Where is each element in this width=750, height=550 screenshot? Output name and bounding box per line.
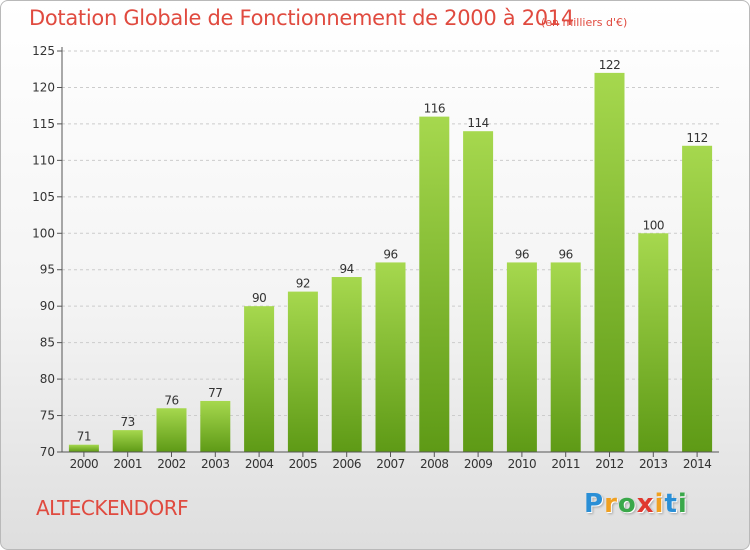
x-tick-label: 2011 xyxy=(551,457,580,471)
y-tick-label: 120 xyxy=(32,80,55,94)
x-tick-label: 2012 xyxy=(595,457,624,471)
x-tick-label: 2002 xyxy=(157,457,186,471)
x-tick-label: 2005 xyxy=(289,457,318,471)
data-label: 114 xyxy=(467,116,488,130)
x-tick-label: 2010 xyxy=(508,457,537,471)
bar xyxy=(550,262,581,452)
y-tick-label: 80 xyxy=(40,372,55,386)
y-tick-label: 110 xyxy=(32,153,55,167)
data-label: 73 xyxy=(121,415,135,429)
x-tick-label: 2000 xyxy=(70,457,99,471)
bar xyxy=(112,430,143,452)
data-label: 100 xyxy=(643,218,664,232)
y-tick-label: 125 xyxy=(32,44,55,58)
data-label: 76 xyxy=(164,393,178,407)
x-tick-label: 2003 xyxy=(201,457,230,471)
data-label: 77 xyxy=(208,386,222,400)
bar xyxy=(156,408,187,452)
x-tick-label: 2009 xyxy=(464,457,493,471)
proxiti-logo[interactable]: Proxiti xyxy=(584,489,688,519)
x-tick-label: 2013 xyxy=(639,457,668,471)
data-label: 94 xyxy=(340,262,354,276)
chart-title: Dotation Globale de Fonctionnement de 20… xyxy=(29,6,574,30)
x-tick-label: 2004 xyxy=(245,457,274,471)
data-label: 116 xyxy=(424,102,445,116)
x-tick-label: 2007 xyxy=(376,457,405,471)
logo-letter: i xyxy=(654,489,665,519)
data-label: 112 xyxy=(686,131,707,145)
data-label: 122 xyxy=(599,58,620,72)
logo-letter: r xyxy=(604,489,618,519)
y-tick-label: 95 xyxy=(40,263,55,277)
y-tick-label: 115 xyxy=(32,117,55,131)
logo-letter: i xyxy=(677,489,688,519)
logo-letter: P xyxy=(584,489,605,519)
y-tick-label: 75 xyxy=(40,409,55,423)
y-tick-label: 85 xyxy=(40,336,55,350)
bar xyxy=(638,233,669,452)
chart-unit-note: (en milliers d'€) xyxy=(541,16,628,29)
x-tick-label: 2014 xyxy=(683,457,712,471)
data-label: 96 xyxy=(515,247,529,261)
bar xyxy=(463,131,494,452)
bar xyxy=(244,306,275,452)
y-tick-label: 105 xyxy=(32,190,55,204)
x-tick-label: 2006 xyxy=(332,457,361,471)
data-label: 96 xyxy=(559,247,573,261)
logo-letter: x xyxy=(636,489,655,519)
bar xyxy=(200,400,231,452)
y-tick-label: 100 xyxy=(32,226,55,240)
data-label: 90 xyxy=(252,291,266,305)
data-label: 96 xyxy=(383,247,397,261)
y-tick-label: 70 xyxy=(40,445,55,459)
x-tick-label: 2001 xyxy=(113,457,142,471)
data-label: 92 xyxy=(296,277,310,291)
bar xyxy=(375,262,406,452)
logo-letter: t xyxy=(664,489,678,519)
bar xyxy=(682,145,713,453)
commune-name: ALTECKENDORF xyxy=(36,496,189,520)
data-label: 71 xyxy=(77,430,91,444)
x-tick-label: 2008 xyxy=(420,457,449,471)
bar xyxy=(506,262,537,452)
bar xyxy=(287,291,318,452)
logo-letter: o xyxy=(617,489,637,519)
bar xyxy=(419,116,450,453)
y-tick-label: 90 xyxy=(40,299,55,313)
bar xyxy=(594,72,625,452)
bar xyxy=(331,277,362,452)
bar xyxy=(68,444,99,452)
